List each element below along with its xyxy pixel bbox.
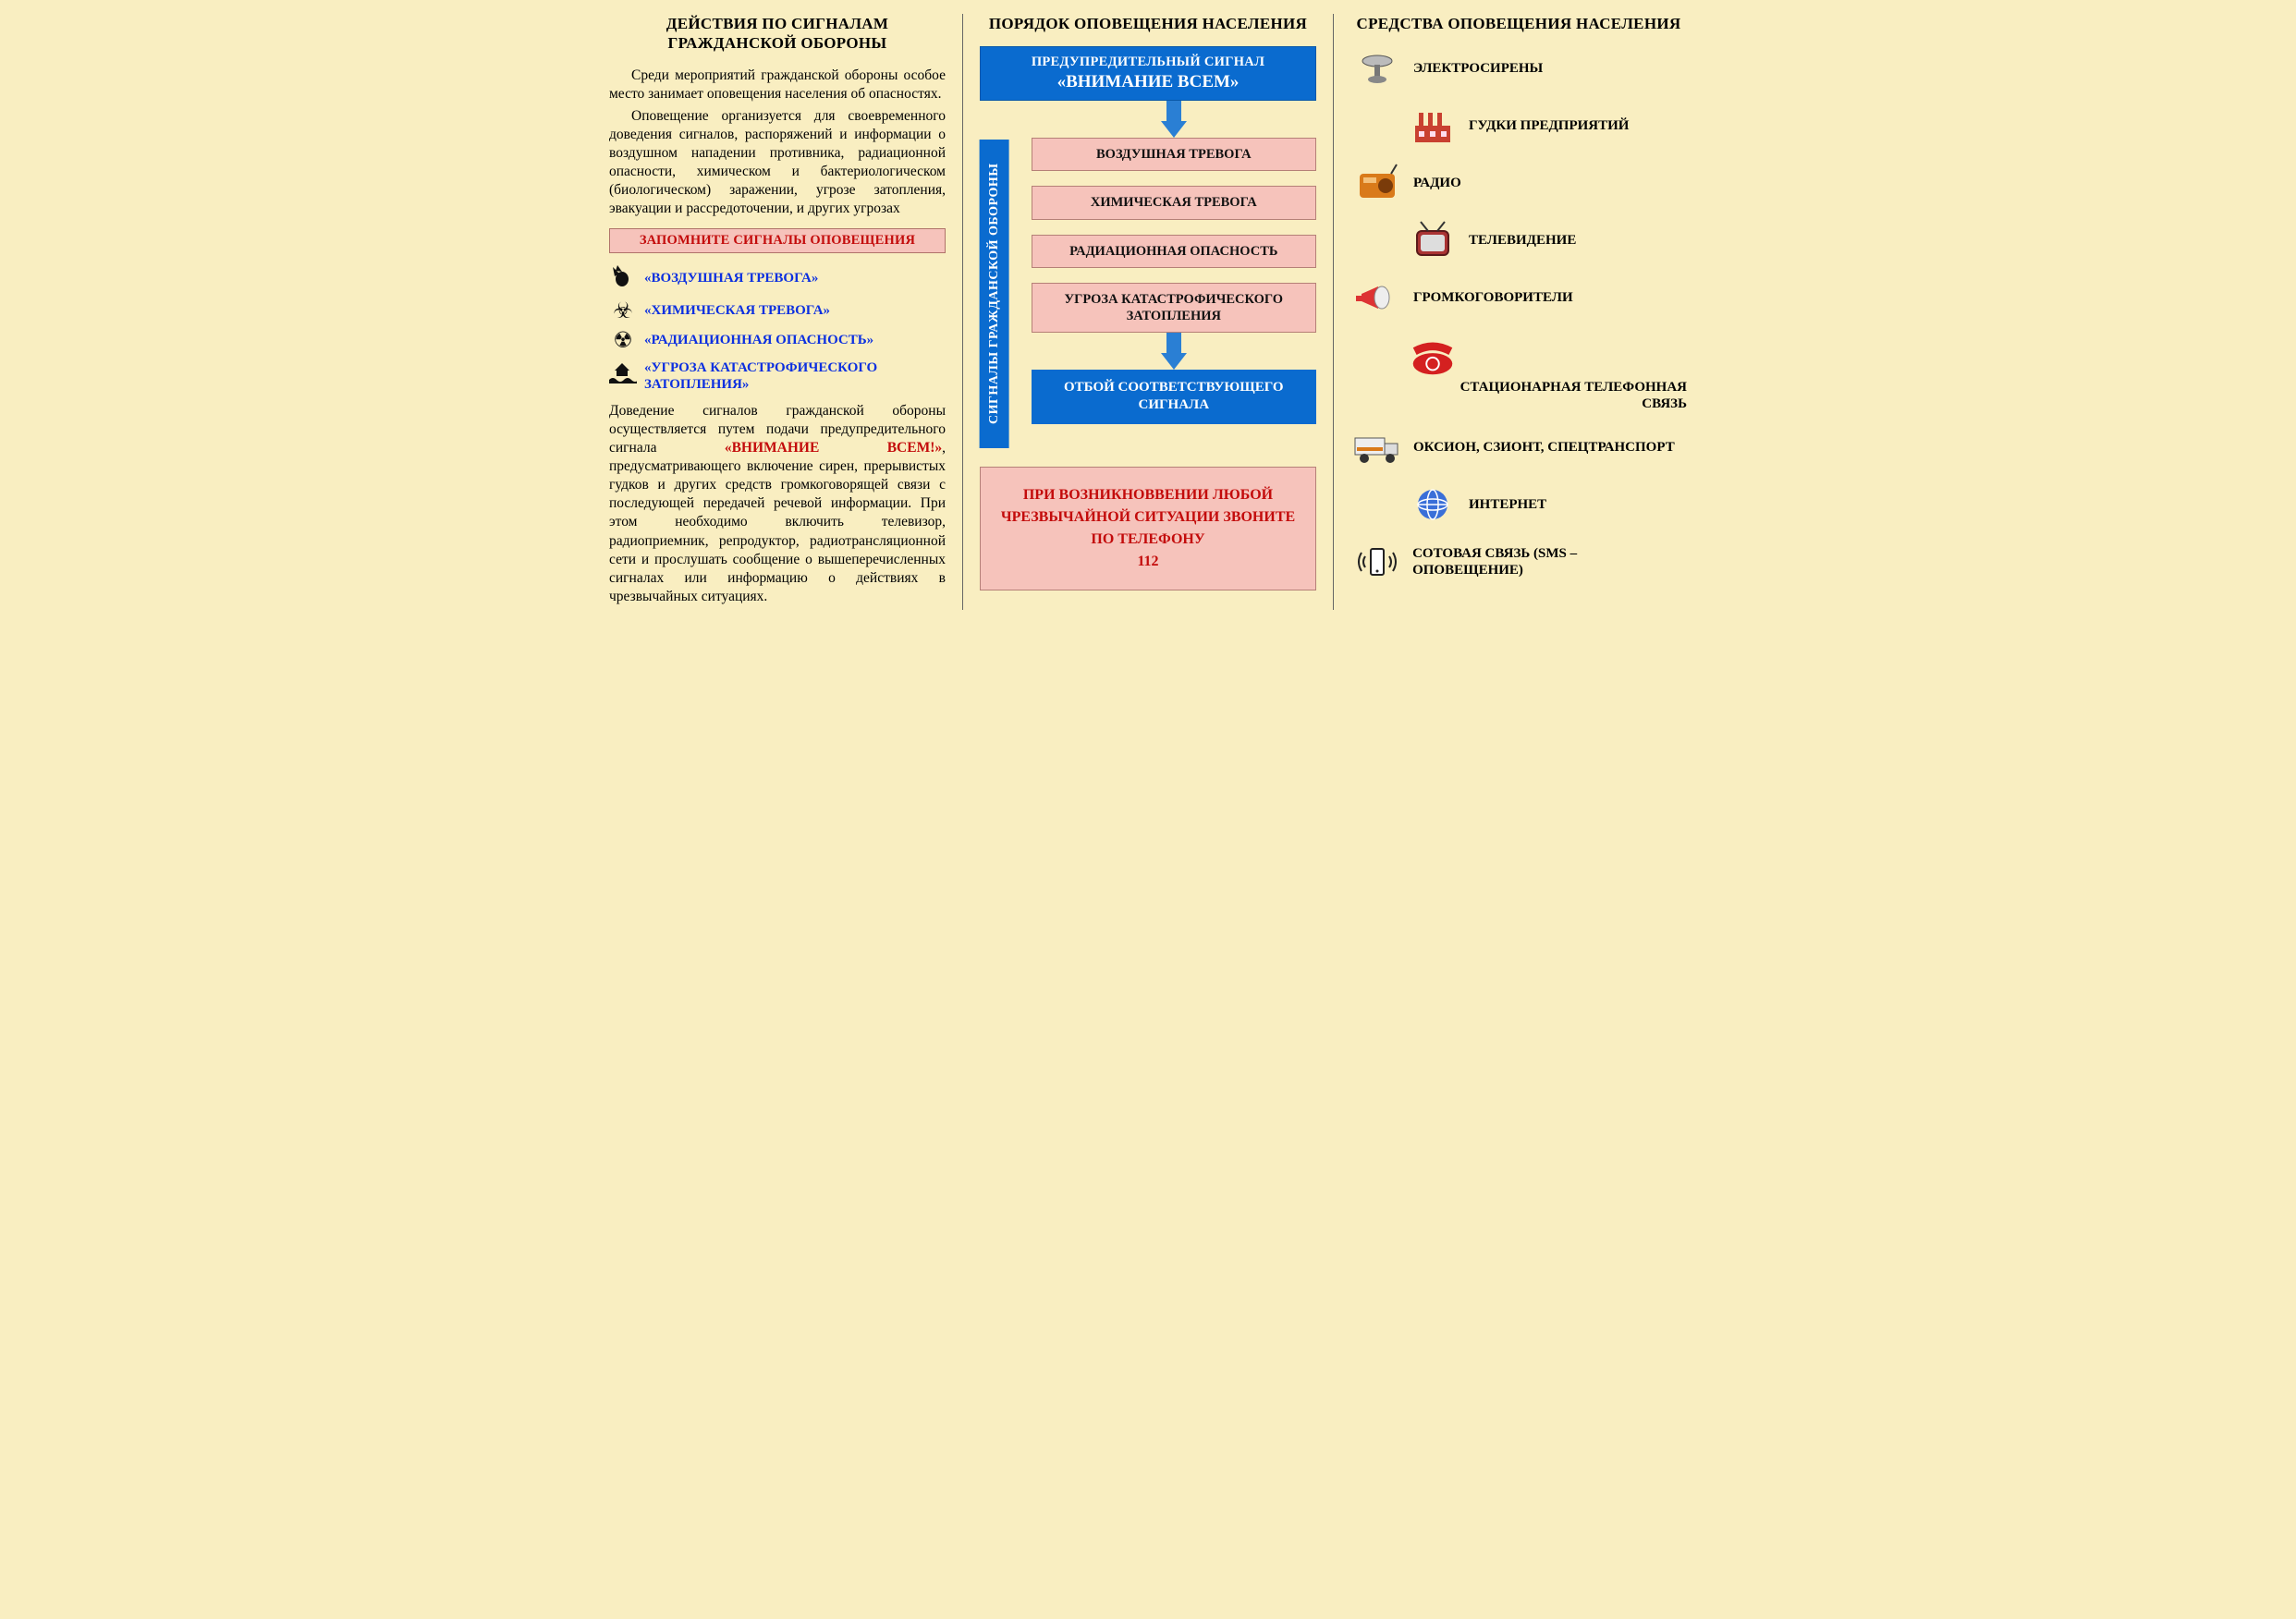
telephone-icon — [1406, 333, 1459, 377]
arrow-down-icon — [1161, 121, 1187, 138]
signal-air-label: «ВОЗДУШНАЯ ТРЕВОГА» — [644, 271, 818, 286]
device-tv: ТЕЛЕВИДЕНИЕ — [1406, 218, 1687, 262]
attention-all-red: «ВНИМАНИЕ ВСЕМ!» — [725, 440, 942, 456]
emergency-text: ПРИ ВОЗНИКНОВВЕНИИ ЛЮБОЙ ЧРЕЗВЫЧАЙНОЙ СИ… — [994, 484, 1302, 551]
biohazard-icon: ☣ — [609, 300, 637, 323]
siren-icon — [1350, 46, 1404, 91]
column-means: СРЕДСТВА ОПОВЕЩЕНИЯ НАСЕЛЕНИЯ ЭЛЕКТРОСИР… — [1334, 14, 1704, 610]
mobile-icon — [1350, 540, 1403, 584]
device-factory-label: ГУДКИ ПРЕДПРИЯТИЙ — [1469, 117, 1629, 134]
device-radio-label: РАДИО — [1413, 175, 1461, 191]
device-factory: ГУДКИ ПРЕДПРИЯТИЙ — [1406, 103, 1687, 148]
device-internet-label: ИНТЕРНЕТ — [1469, 496, 1546, 513]
van-icon — [1350, 425, 1404, 469]
flow-column: ВОЗДУШНАЯ ТРЕВОГА ХИМИЧЕСКАЯ ТРЕВОГА РАД… — [1009, 101, 1316, 448]
device-internet: ИНТЕРНЕТ — [1406, 482, 1687, 527]
civil-defense-signals-bar: СИГНАЛЫ ГРАЖДАНСКОЙ ОБОРОНЫ — [980, 140, 1009, 448]
col1-title: ДЕЙСТВИЯ ПО СИГНАЛАМ ГРАЖДАНСКОЙ ОБОРОНЫ — [609, 14, 946, 54]
device-siren: ЭЛЕКТРОСИРЕНЫ — [1350, 46, 1687, 91]
device-siren-label: ЭЛЕКТРОСИРЕНЫ — [1413, 60, 1543, 77]
p3-part-b: , предусматривающего включение сирен, пр… — [609, 440, 946, 604]
col1-p1: Среди мероприятий гражданской обороны ос… — [609, 67, 946, 103]
warning-signal-box: ПРЕДУПРЕДИТЕЛЬНЫЙ СИГНАЛ «ВНИМАНИЕ ВСЕМ» — [980, 46, 1316, 101]
all-clear-box: ОТБОЙ СООТВЕТСТВУЮЩЕГО СИГНАЛА — [1032, 370, 1316, 424]
col2-title: ПОРЯДОК ОПОВЕЩЕНИЯ НАСЕЛЕНИЯ — [980, 14, 1316, 33]
remember-banner: ЗАПОМНИТЕ СИГНАЛЫ ОПОВЕЩЕНИЯ — [609, 228, 946, 253]
factory-icon — [1406, 103, 1459, 148]
device-phone: СТАЦИОНАРНАЯ ТЕЛЕФОННАЯ СВЯЗЬ — [1406, 333, 1687, 412]
signal-flood: «УГРОЗА КАТАСТРОФИЧЕСКОГО ЗАТОПЛЕНИЯ» — [609, 359, 946, 393]
device-tv-label: ТЕЛЕВИДЕНИЕ — [1469, 232, 1576, 249]
megaphone-icon — [1350, 275, 1404, 320]
emergency-number: 112 — [994, 551, 1302, 573]
warning-line1: ПРЕДУПРЕДИТЕЛЬНЫЙ СИГНАЛ — [990, 55, 1306, 70]
flood-icon — [609, 359, 637, 388]
radio-icon — [1350, 161, 1404, 205]
box-rad: РАДИАЦИОННАЯ ОПАСНОСТЬ — [1032, 235, 1316, 268]
globe-icon — [1406, 482, 1459, 527]
device-mobile: СОТОВАЯ СВЯЗЬ (SMS – ОПОВЕЩЕНИЕ) — [1350, 540, 1687, 584]
bomb-icon — [609, 264, 637, 293]
box-air: ВОЗДУШНАЯ ТРЕВОГА — [1032, 138, 1316, 171]
device-loudspeaker: ГРОМКОГОВОРИТЕЛИ — [1350, 275, 1687, 320]
device-radio: РАДИО — [1350, 161, 1687, 205]
arrow-down-icon — [1161, 353, 1187, 370]
column-order: ПОРЯДОК ОПОВЕЩЕНИЯ НАСЕЛЕНИЯ ПРЕДУПРЕДИТ… — [963, 14, 1334, 610]
infographic-page: ДЕЙСТВИЯ ПО СИГНАЛАМ ГРАЖДАНСКОЙ ОБОРОНЫ… — [592, 14, 1704, 610]
emergency-box: ПРИ ВОЗНИКНОВВЕНИИ ЛЮБОЙ ЧРЕЗВЫЧАЙНОЙ СИ… — [980, 467, 1316, 590]
device-transport: ОКСИОН, СЗИОНТ, СПЕЦТРАНСПОРТ — [1350, 425, 1687, 469]
device-mobile-label: СОТОВАЯ СВЯЗЬ (SMS – ОПОВЕЩЕНИЕ) — [1412, 545, 1687, 578]
device-loudspeaker-label: ГРОМКОГОВОРИТЕЛИ — [1413, 289, 1573, 306]
radiation-icon: ☢ — [609, 330, 637, 352]
signal-flood-label: «УГРОЗА КАТАСТРОФИЧЕСКОГО ЗАТОПЛЕНИЯ» — [644, 359, 946, 393]
signal-rad: ☢ «РАДИАЦИОННАЯ ОПАСНОСТЬ» — [609, 330, 946, 352]
warning-line2: «ВНИМАНИЕ ВСЕМ» — [990, 72, 1306, 92]
signal-chem: ☣ «ХИМИЧЕСКАЯ ТРЕВОГА» — [609, 300, 946, 323]
column-actions: ДЕЙСТВИЯ ПО СИГНАЛАМ ГРАЖДАНСКОЙ ОБОРОНЫ… — [592, 14, 963, 610]
box-flood: УГРОЗА КАТАСТРОФИЧЕСКОГО ЗАТОПЛЕНИЯ — [1032, 283, 1316, 333]
col1-p3: Доведение сигналов гражданской обороны о… — [609, 402, 946, 607]
col3-title: СРЕДСТВА ОПОВЕЩЕНИЯ НАСЕЛЕНИЯ — [1350, 14, 1687, 33]
box-chem: ХИМИЧЕСКАЯ ТРЕВОГА — [1032, 186, 1316, 219]
flow-wrap: СИГНАЛЫ ГРАЖДАНСКОЙ ОБОРОНЫ ВОЗДУШНАЯ ТР… — [980, 101, 1316, 448]
device-phone-label: СТАЦИОНАРНАЯ ТЕЛЕФОННАЯ СВЯЗЬ — [1443, 379, 1687, 412]
device-transport-label: ОКСИОН, СЗИОНТ, СПЕЦТРАНСПОРТ — [1413, 439, 1675, 456]
tv-icon — [1406, 218, 1459, 262]
col1-p2: Оповещение организуется для своевременно… — [609, 107, 946, 219]
signal-rad-label: «РАДИАЦИОННАЯ ОПАСНОСТЬ» — [644, 333, 873, 348]
signal-air: «ВОЗДУШНАЯ ТРЕВОГА» — [609, 264, 946, 293]
signal-chem-label: «ХИМИЧЕСКАЯ ТРЕВОГА» — [644, 303, 830, 319]
